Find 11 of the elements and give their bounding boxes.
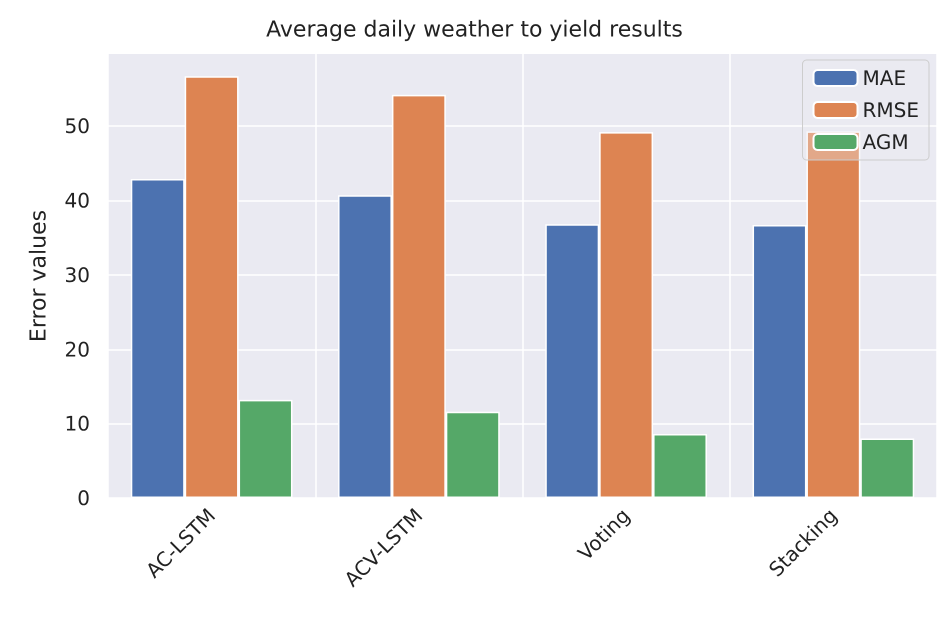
y-tick-label: 30	[64, 262, 90, 287]
y-tick-label: 20	[64, 337, 90, 362]
legend-label: MAE	[862, 66, 906, 90]
legend-label: RMSE	[862, 98, 919, 122]
y-tick-label: 50	[64, 114, 90, 138]
y-tick-label: 0	[77, 486, 90, 510]
chart-title: Average daily weather to yield results	[266, 18, 683, 42]
y-tick-label: 40	[64, 188, 90, 213]
y-tick-label: 10	[64, 412, 90, 436]
legend-label: AGM	[862, 130, 909, 154]
y-axis-title: Error values	[26, 210, 52, 342]
